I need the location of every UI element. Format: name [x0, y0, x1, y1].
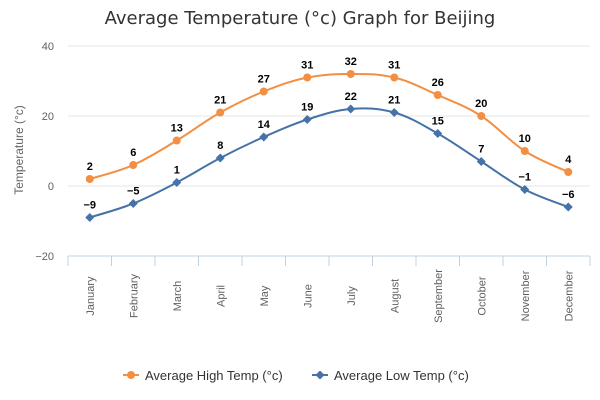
- low-temp-line: [89, 107, 569, 219]
- high-temp-point: [433, 91, 442, 99]
- y-tick-label: 20: [42, 111, 54, 123]
- high-temp-point: [216, 108, 225, 117]
- low-temp-point: [259, 132, 269, 142]
- y-axis-ticks: 40 20 0 −20: [35, 41, 54, 263]
- low-temp-data-label: −1: [518, 172, 531, 184]
- high-temp-data-label: 2: [87, 161, 93, 173]
- high-temp-data-label: 20: [475, 98, 487, 110]
- x-tick-label: April: [215, 285, 227, 307]
- low-temp-point: [346, 104, 356, 114]
- legend: Average High Temp (°c) Average Low Temp (…: [123, 368, 469, 383]
- series-layer: [85, 70, 573, 222]
- low-temp-point: [128, 199, 138, 208]
- low-temp-point: [85, 213, 95, 222]
- y-tick-label: −20: [35, 251, 54, 263]
- low-temp-point: [563, 202, 573, 212]
- low-temp-data-label: −9: [83, 200, 96, 212]
- legend-item-high[interactable]: Average High Temp (°c): [123, 368, 283, 383]
- x-tick-label: July: [346, 286, 358, 306]
- high-temp-line: [89, 72, 569, 180]
- x-tick-label: August: [389, 279, 401, 313]
- high-temp-data-label: 6: [130, 147, 136, 159]
- x-tick-label: March: [172, 281, 184, 312]
- low-temp-data-label: −6: [562, 189, 575, 201]
- chart-title: Average Temperature (°c) Graph for Beiji…: [105, 8, 496, 29]
- low-temp-point: [215, 153, 225, 163]
- high-temp-point: [259, 87, 268, 96]
- y-tick-label: 0: [48, 181, 54, 193]
- high-temp-point: [172, 136, 181, 145]
- high-temp-point: [520, 147, 529, 155]
- legend-diamond-marker: [315, 370, 325, 380]
- high-temp-point: [129, 161, 138, 169]
- legend-label: Average High Temp (°c): [145, 368, 283, 383]
- y-axis-title: Temperature (°c): [12, 105, 26, 195]
- low-temp-data-label: 7: [478, 144, 484, 156]
- high-temp-data-label: 27: [258, 74, 270, 86]
- legend-label: Average Low Temp (°c): [334, 368, 469, 383]
- x-tick-label: June: [302, 284, 314, 308]
- y-tick-label: 40: [42, 41, 54, 53]
- x-tick-label: October: [476, 276, 488, 315]
- high-temp-data-label: 21: [214, 95, 226, 107]
- x-axis: January February March April May June July Augu…: [67, 255, 591, 323]
- x-tick-label: January: [85, 276, 97, 316]
- high-temp-data-label: 13: [171, 123, 183, 135]
- x-tick-label: May: [259, 285, 271, 306]
- high-temp-point: [346, 70, 355, 78]
- gridlines: [68, 45, 590, 257]
- legend-item-low[interactable]: Average Low Temp (°c): [312, 368, 469, 383]
- low-temp-data-label: 19: [301, 102, 313, 114]
- low-temp-data-label: 15: [432, 116, 444, 128]
- low-temp-point: [520, 185, 530, 194]
- high-temp-data-label: 31: [388, 60, 400, 72]
- low-temp-data-label: 21: [388, 95, 400, 107]
- x-tick-label: November: [520, 270, 532, 321]
- high-temp-data-label: 4: [565, 154, 572, 166]
- high-temp-point: [85, 175, 94, 183]
- low-temp-data-label: 14: [258, 119, 271, 131]
- high-temp-point: [477, 112, 486, 120]
- low-temp-point: [433, 129, 443, 138]
- high-temp-point: [390, 73, 399, 82]
- low-temp-data-label: 8: [217, 140, 223, 152]
- low-temp-point: [476, 157, 486, 166]
- low-temp-data-label: 22: [345, 91, 357, 103]
- low-temp-point: [389, 108, 399, 117]
- x-tick-label: December: [563, 270, 575, 321]
- low-temp-data-label: 1: [174, 165, 180, 177]
- high-temp-data-label: 31: [301, 60, 313, 72]
- high-temp-data-label: 32: [345, 56, 357, 68]
- x-tick-label: September: [433, 269, 445, 323]
- low-temp-point: [302, 115, 312, 124]
- low-temp-data-label: −5: [127, 186, 140, 198]
- x-tick-label: February: [128, 273, 140, 318]
- high-temp-point: [564, 168, 573, 176]
- high-temp-point: [303, 73, 312, 82]
- high-temp-data-label: 10: [519, 133, 531, 145]
- high-temp-data-label: 26: [432, 77, 444, 89]
- legend-circle-marker: [127, 371, 135, 379]
- low-temp-point: [172, 178, 182, 187]
